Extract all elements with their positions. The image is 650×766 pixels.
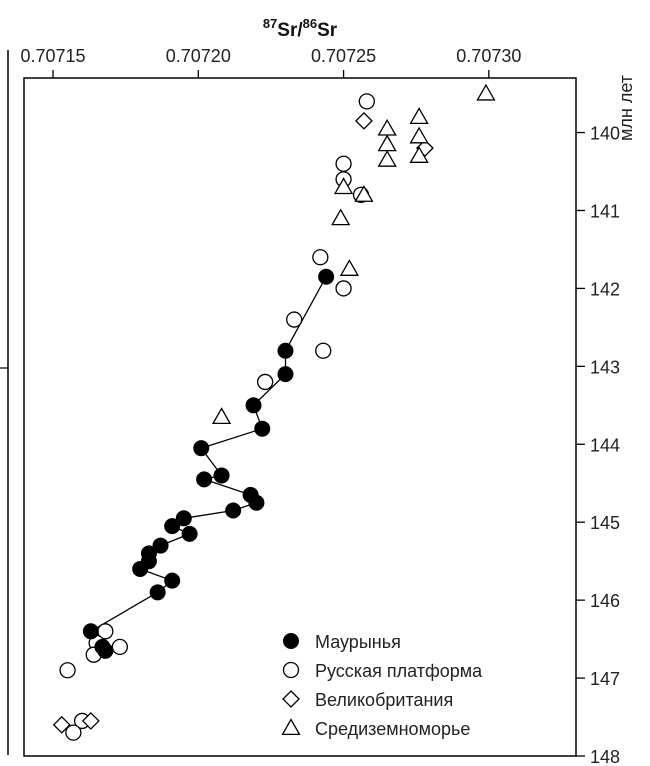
data-point [377,134,397,152]
data-point [254,420,271,437]
data-point [81,712,100,730]
data-point [245,397,262,414]
y-axis: 140 141 142 143 144 145 146 147 148 [576,124,620,766]
y-tick-label: 146 [590,591,620,611]
data-point [111,638,129,656]
data-point [65,724,82,741]
y-tick-label: 145 [590,513,620,533]
legend-label: Средиземноморье [315,719,470,739]
legend-label: Маурынья [315,632,401,652]
data-point [331,208,351,226]
data-point [193,440,210,457]
y-tick-label: 147 [590,669,620,689]
y-tick-label: 148 [590,747,620,766]
series-line [89,276,327,652]
x-tick-label: 0.70730 [456,46,521,66]
data-point [312,249,329,266]
legend-marker [282,661,300,679]
legend-marker [282,690,300,708]
data-point [286,311,303,328]
y-tick-label: 140 [590,124,620,144]
mauryna-connecting-line [89,276,327,652]
y-axis-title: млн лет [616,75,636,141]
data-point [152,537,169,554]
x-title-element2: Sr [317,20,338,41]
data-point [225,502,242,519]
data-point [318,268,335,285]
data-point [354,185,374,202]
legend: Маурынья Русская платформа Великобритания С… [281,632,483,739]
data-point [211,407,232,425]
legend-label: Великобритания [315,690,453,710]
x-title-mass2: 86 [303,16,317,31]
data-point [256,373,274,391]
legend-marker [281,718,301,736]
data-point [377,150,397,167]
data-point [164,518,181,535]
x-title-slash: / [297,20,303,41]
data-point [277,366,294,383]
x-title-element1: Sr [277,20,298,41]
y-tick-label: 142 [590,279,620,299]
data-markers [52,83,496,741]
legend-label: Русская платформа [315,661,483,681]
x-axis-title: 87Sr/86Sr [263,16,338,41]
data-point [409,126,429,144]
data-point [248,494,265,511]
y-tick-label: 141 [590,201,620,221]
data-point [52,715,71,734]
data-point [175,510,192,527]
x-axis: 0.70715 0.70720 0.70725 0.70730 [21,46,521,78]
data-point [149,584,166,601]
data-point [59,662,76,679]
data-point [339,259,360,276]
data-point [476,83,496,101]
x-tick-label: 0.70715 [21,46,86,66]
data-point [409,146,429,163]
data-point [132,560,149,577]
data-point [377,118,397,136]
data-point [354,111,373,130]
x-tick-label: 0.70720 [166,46,231,66]
data-point [213,467,230,484]
data-point [335,155,352,172]
plot-frame [23,77,577,757]
data-point [335,280,352,297]
y-tick-label: 143 [590,357,620,377]
x-title-mass1: 87 [263,16,277,31]
data-point [97,642,114,659]
data-point [333,177,354,195]
data-point [196,471,213,488]
data-point [277,342,294,359]
data-point [315,342,332,359]
data-point [358,93,375,110]
data-point [82,623,99,640]
data-point [181,525,198,542]
x-tick-label: 0.70725 [311,46,376,66]
data-point [409,107,429,124]
y-tick-label: 144 [590,435,620,455]
legend-marker [283,633,299,649]
data-point [164,572,181,589]
